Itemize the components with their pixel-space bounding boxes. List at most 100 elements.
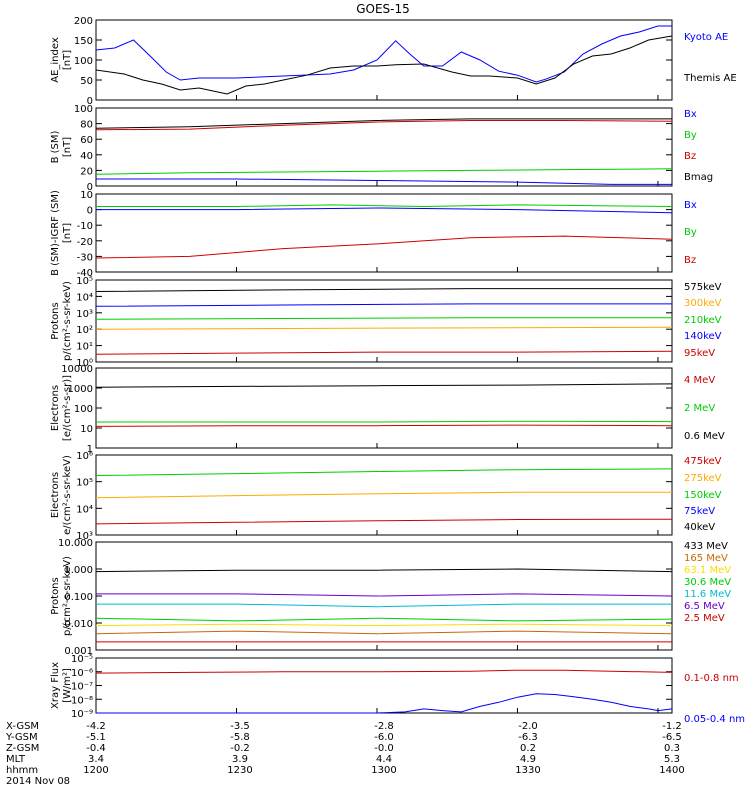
panel-2-frame: [95, 107, 673, 187]
panel-3-tick-label: 10: [80, 190, 93, 201]
panel-7-legend-1: 433 MeV: [684, 541, 728, 552]
panel-3-tick-label: -40: [77, 268, 93, 279]
footer-row-value: -1.2: [662, 721, 682, 732]
panel-8-series-2: [96, 693, 673, 714]
panel-4-tick-label: 10⁵: [76, 276, 93, 287]
panel-7-legend-2: 165 MeV: [684, 553, 728, 564]
panel-6-ylabel-line: Electrons: [50, 472, 61, 518]
panel-5-tick-label: 1: [87, 444, 93, 455]
footer-row-value: -5.1: [86, 732, 106, 743]
panel-5-tick-label: 1000: [68, 384, 93, 395]
panel-4-frame: [95, 279, 673, 363]
panel-7-series-3: [95, 623, 673, 627]
footer-row-value: -6.5: [662, 732, 682, 743]
panel-3-series-3: [95, 235, 673, 259]
footer-row-label: hhmm: [6, 765, 38, 776]
panel-4-legend-4: 140keV: [684, 331, 722, 342]
panel-5-series-3: [95, 383, 673, 388]
panel-1-ylabel-line: [nT]: [62, 50, 73, 70]
panel-1-ylabel-line: AE_index: [50, 37, 61, 83]
panel-2-ylabel-line: [nT]: [62, 137, 73, 157]
footer-row-value: -0.0: [374, 743, 394, 754]
panel-5-legend-2: 2 MeV: [684, 403, 715, 414]
panel-7-legend-7: 2.5 MeV: [684, 613, 725, 624]
panel-6-frame: [95, 454, 673, 536]
panel-8-ylabel-line: [W/m²]: [62, 668, 73, 703]
panel-7-legend-4: 30.6 MeV: [684, 577, 731, 588]
panel-4-legend-5: 95keV: [684, 348, 715, 359]
panel-4-series-1: [95, 288, 672, 292]
panel-1-tick-label: 0: [87, 96, 93, 107]
footer-row-value: -5.8: [230, 732, 250, 743]
panel-5-tick-label: 10: [80, 424, 93, 435]
footer-row-value: -2.8: [374, 721, 394, 732]
footer-row-value: 4.4: [376, 754, 392, 765]
panel-7-legend-5: 11.6 MeV: [684, 589, 731, 600]
panel-3-ylabel: B (SM)-IGRF (SM) [nT]: [50, 190, 73, 276]
panel-8-legend-1: 0.1-0.8 nm: [684, 673, 739, 684]
panel-6-series-3: [95, 468, 673, 476]
panel-6-legend-1: 475keV: [684, 456, 722, 467]
panel-4-legend-1: 575keV: [684, 282, 722, 293]
panel-6-legend-2: 275keV: [684, 473, 722, 484]
panel-7-legend-3: 63.1 MeV: [684, 565, 731, 576]
panel-4-tick-label: 10¹: [76, 342, 93, 353]
footer-row-value: -6.0: [374, 732, 394, 743]
panel-5-ylabel-line: [e/(cm²-s-sr)]: [62, 375, 73, 441]
panel-1-series-1: [95, 25, 672, 83]
panel-3-ylabel-line: B (SM)-IGRF (SM): [50, 190, 61, 276]
footer-date: 2014 Nov 08: [6, 776, 70, 787]
panel-2-tick-label: 40: [80, 151, 93, 162]
panel-7-tick-label: 10.000: [58, 538, 93, 549]
panel-2-ylabel-line: B (SM): [50, 130, 61, 163]
panel-2-series-3: [95, 120, 673, 131]
panel-1-ylabel: AE_index [nT]: [50, 37, 73, 83]
footer-row-value: 1300: [371, 765, 396, 776]
panel-2-ylabel: B (SM) [nT]: [50, 130, 73, 163]
panel-7-series-6: [96, 593, 673, 597]
panel-4-ylabel-line: p/(cm²-s-sr-keV): [62, 281, 73, 361]
panel-8-tick-label: 10⁻⁷: [71, 682, 93, 693]
panel-3-series-1: [96, 207, 673, 214]
panel-6-legend-5: 40keV: [684, 522, 715, 533]
footer-row-value: 1230: [227, 765, 252, 776]
panel-1-tick-label: 150: [74, 36, 93, 47]
panel-8-series-1: [95, 669, 673, 674]
panel-7-legend-6: 6.5 MeV: [684, 601, 725, 612]
panel-8-legend-2: 0.05-0.4 nm: [684, 714, 745, 725]
plot-title: GOES-15: [356, 2, 410, 16]
panel-8-tick-label: 10⁻⁹: [71, 709, 93, 720]
panel-4-series-3: [95, 317, 672, 320]
panel-5-series-2: [96, 420, 673, 423]
panel-7-series-1: [95, 568, 673, 573]
panel-5-ylabel: Electrons [e/(cm²-s-sr)]: [50, 375, 73, 441]
panel-4-tick-label: 10⁰: [76, 358, 93, 369]
panel-6-tick-label: 10⁴: [76, 504, 93, 515]
footer-row-label: X-GSM: [6, 721, 39, 732]
panel-2-legend-4: Bmag: [684, 172, 713, 183]
panel-7-series-4: [95, 617, 673, 622]
footer-row-value: 5.3: [664, 754, 680, 765]
footer-row-value: -0.2: [230, 743, 250, 754]
footer-row-value: 3.4: [88, 754, 104, 765]
panel-2-tick-label: 80: [80, 120, 93, 131]
panel-7-tick-label: 0.010: [64, 619, 93, 630]
panel-8-tick-label: 10⁻⁵: [71, 654, 93, 665]
panel-4-legend-2: 300keV: [684, 298, 722, 309]
panel-3-tick-label: -30: [77, 252, 93, 263]
panel-4-tick-label: 10⁴: [76, 292, 93, 303]
panel-7-ylabel-line: Protons: [50, 577, 61, 614]
panel-1-tick-label: 100: [74, 56, 93, 67]
footer-row-value: 4.9: [520, 754, 536, 765]
footer-row-value: 1200: [83, 765, 108, 776]
panel-5-tick-label: 100: [74, 404, 93, 415]
panel-3-legend-3: Bz: [684, 255, 696, 266]
panel-3-tick-label: 0: [87, 206, 93, 217]
panel-6-series-1: [95, 518, 673, 525]
footer-row-value: 0.3: [664, 743, 680, 754]
panel-8-ylabel: Xray Flux [W/m²]: [50, 662, 73, 709]
panel-1-tick-label: 50: [80, 76, 93, 87]
panel-6-series-2: [95, 491, 672, 499]
